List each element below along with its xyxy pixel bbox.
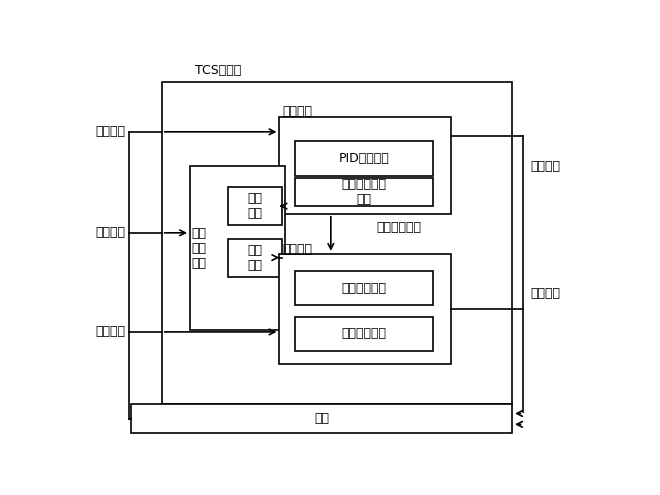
- Text: 目标扯矩: 目标扯矩: [530, 159, 560, 173]
- Text: 车辆: 车辆: [314, 412, 329, 425]
- Bar: [295, 317, 433, 351]
- Text: 车辆状态: 车辆状态: [95, 226, 125, 239]
- Text: 车辆状态: 车辆状态: [95, 325, 125, 339]
- Bar: [295, 271, 433, 305]
- Text: 压力指令: 压力指令: [530, 287, 560, 300]
- Bar: [279, 116, 451, 214]
- Bar: [228, 187, 282, 225]
- Bar: [279, 254, 451, 364]
- Text: 压力控制: 压力控制: [282, 243, 312, 256]
- Text: 附着
识别: 附着 识别: [248, 192, 263, 220]
- Bar: [295, 178, 433, 206]
- Bar: [228, 239, 282, 277]
- Bar: [190, 166, 284, 330]
- Text: 模糊逻辑扯矩
控制: 模糊逻辑扯矩 控制: [341, 178, 386, 206]
- Text: 压力下层控制: 压力下层控制: [341, 327, 386, 341]
- Text: TCS控制器: TCS控制器: [195, 63, 242, 77]
- Text: 道路
状况
识别: 道路 状况 识别: [191, 227, 207, 270]
- Text: 降扯不足部分: 降扯不足部分: [377, 221, 422, 234]
- Bar: [162, 82, 512, 404]
- Text: 车辆状态: 车辆状态: [95, 125, 125, 138]
- Text: 纵坡
识别: 纵坡 识别: [248, 244, 263, 272]
- Text: 压力上层控制: 压力上层控制: [341, 282, 386, 295]
- Text: 扯矩控制: 扯矩控制: [282, 105, 312, 118]
- Bar: [131, 404, 512, 433]
- Bar: [295, 142, 433, 176]
- Text: PID扯矩控制: PID扯矩控制: [339, 152, 389, 165]
